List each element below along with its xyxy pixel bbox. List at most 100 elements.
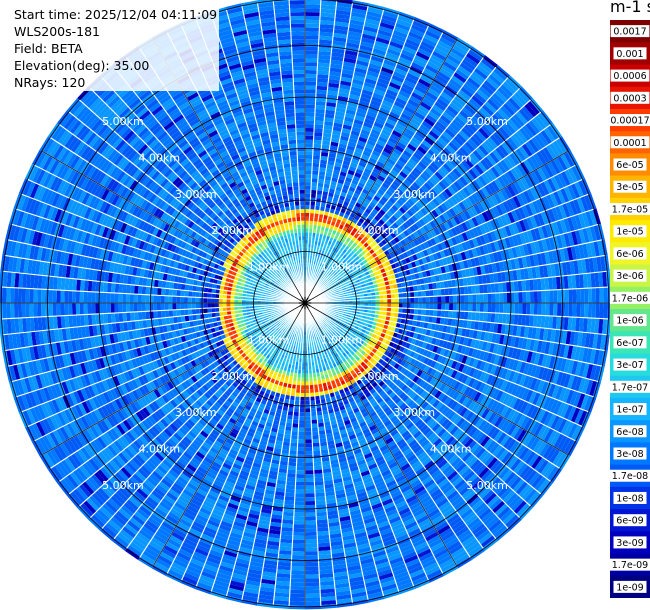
radar-gate <box>363 118 375 126</box>
radar-gate <box>456 286 461 295</box>
radar-gate <box>355 63 369 71</box>
radar-gate <box>319 275 323 280</box>
radar-gate <box>361 89 374 97</box>
radar-gate <box>292 535 305 540</box>
radar-gate <box>314 116 325 122</box>
radar-gate <box>381 63 396 71</box>
radar-gate <box>313 454 322 459</box>
radar-gate <box>495 303 500 314</box>
radar-gate <box>353 71 367 78</box>
radar-gate <box>305 8 321 13</box>
radar-gate <box>305 400 311 405</box>
radar-gate <box>318 35 333 41</box>
radar-gate <box>359 191 368 199</box>
radar-gate <box>530 291 535 303</box>
radar-gate <box>289 450 298 455</box>
radar-gate <box>305 162 313 167</box>
radar-gate <box>305 447 313 452</box>
radar-gate <box>401 83 415 92</box>
radar-gate <box>361 201 369 208</box>
radar-gate <box>349 162 359 169</box>
radar-gate <box>324 175 332 181</box>
radar-gate <box>369 188 378 195</box>
radar-gate <box>349 182 358 189</box>
radar-gate <box>294 497 305 502</box>
radar-gate <box>367 7 384 15</box>
radar-gate <box>284 492 295 498</box>
radar-gate <box>361 125 372 133</box>
radar-gate <box>308 224 314 229</box>
radar-gate <box>366 10 383 19</box>
radar-gate <box>305 528 317 533</box>
radar-gate <box>305 566 319 571</box>
radar-gate <box>287 469 297 474</box>
radar-gate <box>346 105 358 112</box>
radar-gate <box>386 140 397 148</box>
radar-gate <box>299 412 305 417</box>
radar-gate <box>339 80 352 87</box>
radar-gate <box>305 54 318 59</box>
radar-gate <box>291 566 305 571</box>
elevation-text: Elevation(deg): 35.00 <box>14 58 150 73</box>
radar-gate <box>397 15 414 25</box>
radar-gate <box>341 187 349 194</box>
radar-gate <box>449 295 454 303</box>
radar-gate <box>353 172 363 179</box>
radar-gate <box>418 44 434 55</box>
radar-gate <box>330 250 335 256</box>
radar-gate <box>425 303 430 310</box>
radar-gate <box>381 150 391 158</box>
radar-gate <box>305 524 317 529</box>
radar-gate <box>297 450 305 455</box>
radar-gate <box>378 107 391 115</box>
radar-gate <box>305 462 314 467</box>
radar-gate <box>399 86 413 96</box>
radar-gate <box>322 128 333 134</box>
radar-gate <box>336 99 348 106</box>
radar-gate <box>312 450 321 455</box>
radar-gate <box>346 38 361 45</box>
radar-gate <box>368 157 378 165</box>
radar-gate <box>384 121 395 130</box>
radar-gate <box>603 303 608 319</box>
radar-gate <box>371 150 381 158</box>
radar-gate <box>291 558 305 564</box>
radar-gate <box>362 29 378 37</box>
radar-gate <box>291 423 299 428</box>
radar-gate <box>305 247 308 252</box>
radar-gate <box>328 78 341 85</box>
radar-gate <box>309 220 314 225</box>
radar-gate <box>287 461 297 467</box>
radar-gate <box>359 96 371 104</box>
radar-gate <box>310 404 316 409</box>
radar-gate <box>368 63 382 71</box>
radar-gate <box>379 21 395 30</box>
radar-gate <box>441 295 446 303</box>
radar-gate <box>312 228 317 234</box>
radar-gate <box>372 92 385 100</box>
radar-gate <box>323 183 331 189</box>
radar-gate <box>568 289 573 303</box>
radar-gate <box>325 102 337 108</box>
radar-gate <box>305 166 313 171</box>
radar-gate <box>305 574 320 579</box>
radar-gate <box>341 163 350 170</box>
radar-gate <box>331 173 340 179</box>
radar-gate <box>385 52 400 61</box>
radar-gate <box>452 295 457 303</box>
radar-gate <box>318 175 326 180</box>
radar-gate <box>327 192 335 198</box>
radar-gate <box>494 313 500 324</box>
radar-gate <box>352 75 366 82</box>
radar-gate <box>396 141 407 150</box>
radar-gate <box>305 182 312 186</box>
radar-gate <box>308 236 312 241</box>
radar-gate <box>305 185 312 190</box>
radar-gate <box>294 501 305 506</box>
radar-gate <box>422 296 426 303</box>
radar-gate <box>393 100 406 110</box>
radar-gate <box>428 57 443 68</box>
radar-gate <box>326 164 335 170</box>
radar-gate <box>347 30 363 38</box>
radar-gate <box>348 27 364 34</box>
